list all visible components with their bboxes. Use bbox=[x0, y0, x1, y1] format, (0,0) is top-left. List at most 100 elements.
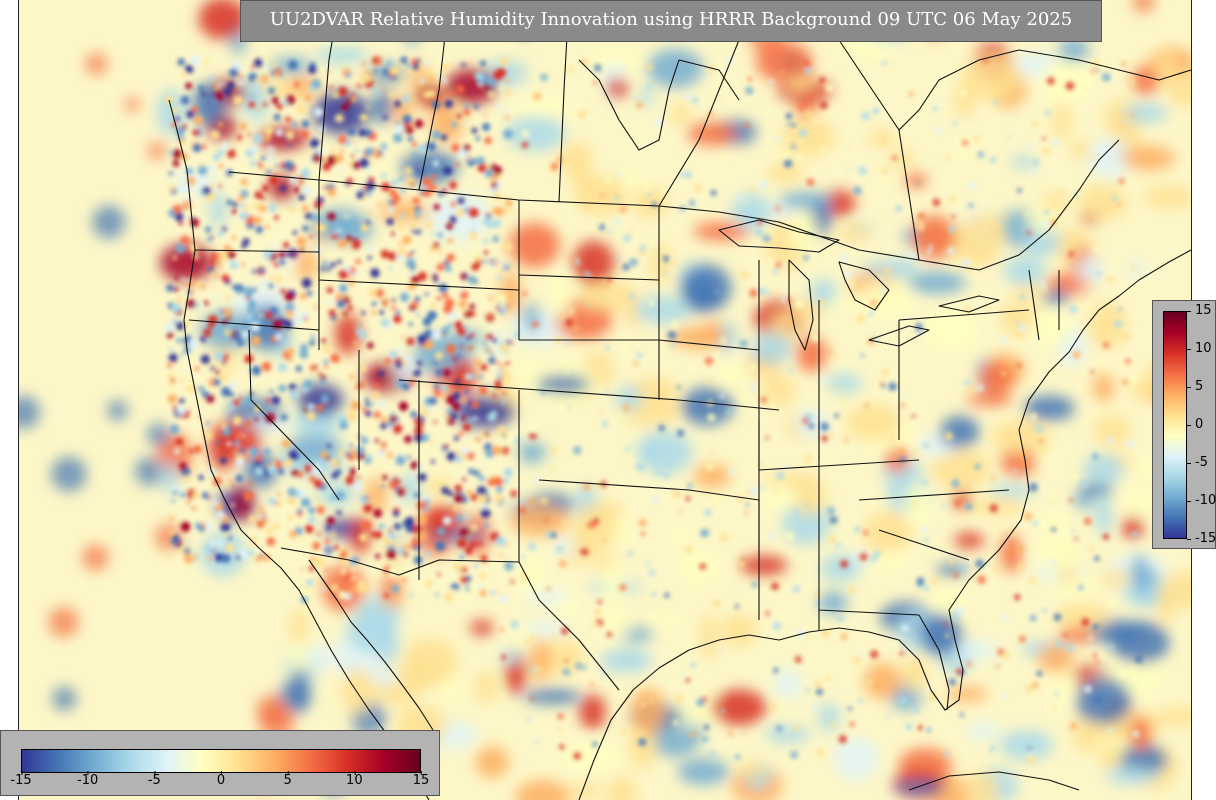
innovation-speckle bbox=[402, 94, 410, 103]
innovation-speckle bbox=[188, 378, 191, 382]
innovation-blob bbox=[134, 457, 164, 486]
innovation-speckle bbox=[550, 447, 558, 455]
innovation-speckle bbox=[416, 313, 420, 317]
innovation-speckle bbox=[899, 651, 905, 656]
innovation-speckle bbox=[852, 656, 861, 665]
innovation-speckle bbox=[485, 458, 489, 462]
innovation-speckle bbox=[369, 531, 376, 538]
innovation-speckle bbox=[321, 338, 327, 344]
innovation-speckle bbox=[241, 330, 250, 339]
innovation-blob bbox=[539, 639, 584, 676]
map-panel bbox=[18, 0, 1192, 800]
innovation-speckle bbox=[813, 680, 822, 689]
innovation-speckle bbox=[1000, 337, 1007, 344]
innovation-speckle bbox=[487, 313, 493, 320]
innovation-blob bbox=[739, 555, 788, 576]
innovation-speckle bbox=[524, 639, 530, 645]
atlantic-coastline bbox=[1068, 249, 1191, 353]
innovation-speckle bbox=[819, 101, 828, 110]
innovation-blob bbox=[904, 172, 928, 188]
innovation-speckle bbox=[1069, 498, 1073, 502]
innovation-blob bbox=[1167, 72, 1191, 108]
innovation-speckle bbox=[582, 665, 587, 671]
innovation-speckle bbox=[272, 319, 283, 330]
innovation-speckle bbox=[479, 589, 487, 597]
innovation-blob bbox=[442, 678, 462, 702]
innovation-speckle bbox=[353, 140, 357, 144]
innovation-speckle bbox=[431, 329, 442, 340]
innovation-speckle bbox=[380, 422, 388, 430]
innovation-speckle bbox=[710, 189, 717, 197]
innovation-speckle bbox=[1121, 378, 1129, 386]
innovation-speckle bbox=[519, 70, 523, 74]
innovation-speckle bbox=[582, 482, 591, 491]
innovation-blob bbox=[630, 688, 666, 735]
innovation-speckle bbox=[204, 300, 209, 306]
innovation-speckle bbox=[492, 206, 501, 215]
innovation-speckle bbox=[539, 496, 549, 506]
innovation-speckle bbox=[428, 276, 432, 280]
innovation-speckle bbox=[218, 265, 222, 270]
innovation-speckle bbox=[744, 502, 750, 508]
innovation-speckle bbox=[273, 70, 280, 77]
innovation-speckle bbox=[361, 310, 366, 315]
innovation-blob bbox=[160, 244, 213, 282]
innovation-speckle bbox=[822, 377, 829, 384]
innovation-blob bbox=[1003, 256, 1047, 286]
innovation-speckle bbox=[309, 85, 316, 92]
innovation-blob bbox=[1092, 373, 1115, 402]
innovation-speckle bbox=[348, 454, 355, 462]
innovation-speckle bbox=[1002, 651, 1010, 660]
state-line-ca-nv bbox=[248, 329, 340, 501]
innovation-speckle bbox=[684, 91, 692, 100]
innovation-speckle bbox=[345, 475, 355, 486]
innovation-speckle bbox=[558, 559, 567, 568]
innovation-speckle bbox=[238, 549, 249, 559]
innovation-speckle bbox=[988, 751, 992, 755]
innovation-speckle bbox=[680, 672, 685, 677]
innovation-blob bbox=[1132, 0, 1155, 13]
innovation-speckle bbox=[387, 325, 392, 330]
innovation-speckle bbox=[299, 181, 303, 185]
innovation-blob bbox=[680, 264, 732, 312]
innovation-speckle bbox=[599, 192, 605, 199]
innovation-blob bbox=[1041, 289, 1069, 305]
innovation-speckle bbox=[1052, 704, 1056, 709]
innovation-speckle bbox=[379, 523, 385, 530]
innovation-speckle bbox=[283, 101, 289, 106]
innovation-speckle bbox=[254, 216, 262, 225]
innovation-speckle bbox=[661, 188, 670, 196]
innovation-speckle bbox=[357, 322, 361, 326]
innovation-speckle bbox=[1058, 188, 1065, 195]
innovation-speckle bbox=[470, 523, 478, 532]
innovation-speckle bbox=[749, 363, 757, 371]
innovation-speckle bbox=[289, 389, 299, 400]
innovation-speckle bbox=[638, 738, 647, 747]
innovation-speckle bbox=[567, 543, 572, 548]
innovation-speckle bbox=[934, 127, 943, 135]
innovation-speckle bbox=[308, 65, 317, 74]
innovation-speckle bbox=[404, 435, 412, 444]
innovation-speckle bbox=[422, 177, 432, 187]
innovation-speckle bbox=[508, 659, 512, 664]
innovation-speckle bbox=[266, 169, 271, 175]
innovation-speckle bbox=[816, 599, 824, 606]
innovation-speckle bbox=[374, 148, 379, 152]
innovation-speckle bbox=[1107, 727, 1113, 734]
innovation-speckle bbox=[510, 489, 518, 498]
innovation-speckle bbox=[849, 281, 855, 287]
innovation-speckle bbox=[484, 136, 492, 145]
innovation-speckle bbox=[549, 302, 555, 309]
innovation-speckle bbox=[328, 299, 333, 304]
innovation-speckle bbox=[819, 77, 826, 84]
innovation-blob bbox=[107, 400, 128, 421]
innovation-blob bbox=[1000, 533, 1023, 573]
innovation-blob bbox=[518, 441, 547, 464]
innovation-speckle bbox=[501, 654, 507, 660]
innovation-speckle bbox=[221, 226, 227, 232]
innovation-speckle bbox=[302, 225, 309, 232]
innovation-speckle bbox=[461, 62, 466, 67]
innovation-speckle bbox=[426, 405, 433, 412]
innovation-speckle bbox=[1052, 411, 1057, 417]
innovation-speckle bbox=[718, 97, 723, 102]
